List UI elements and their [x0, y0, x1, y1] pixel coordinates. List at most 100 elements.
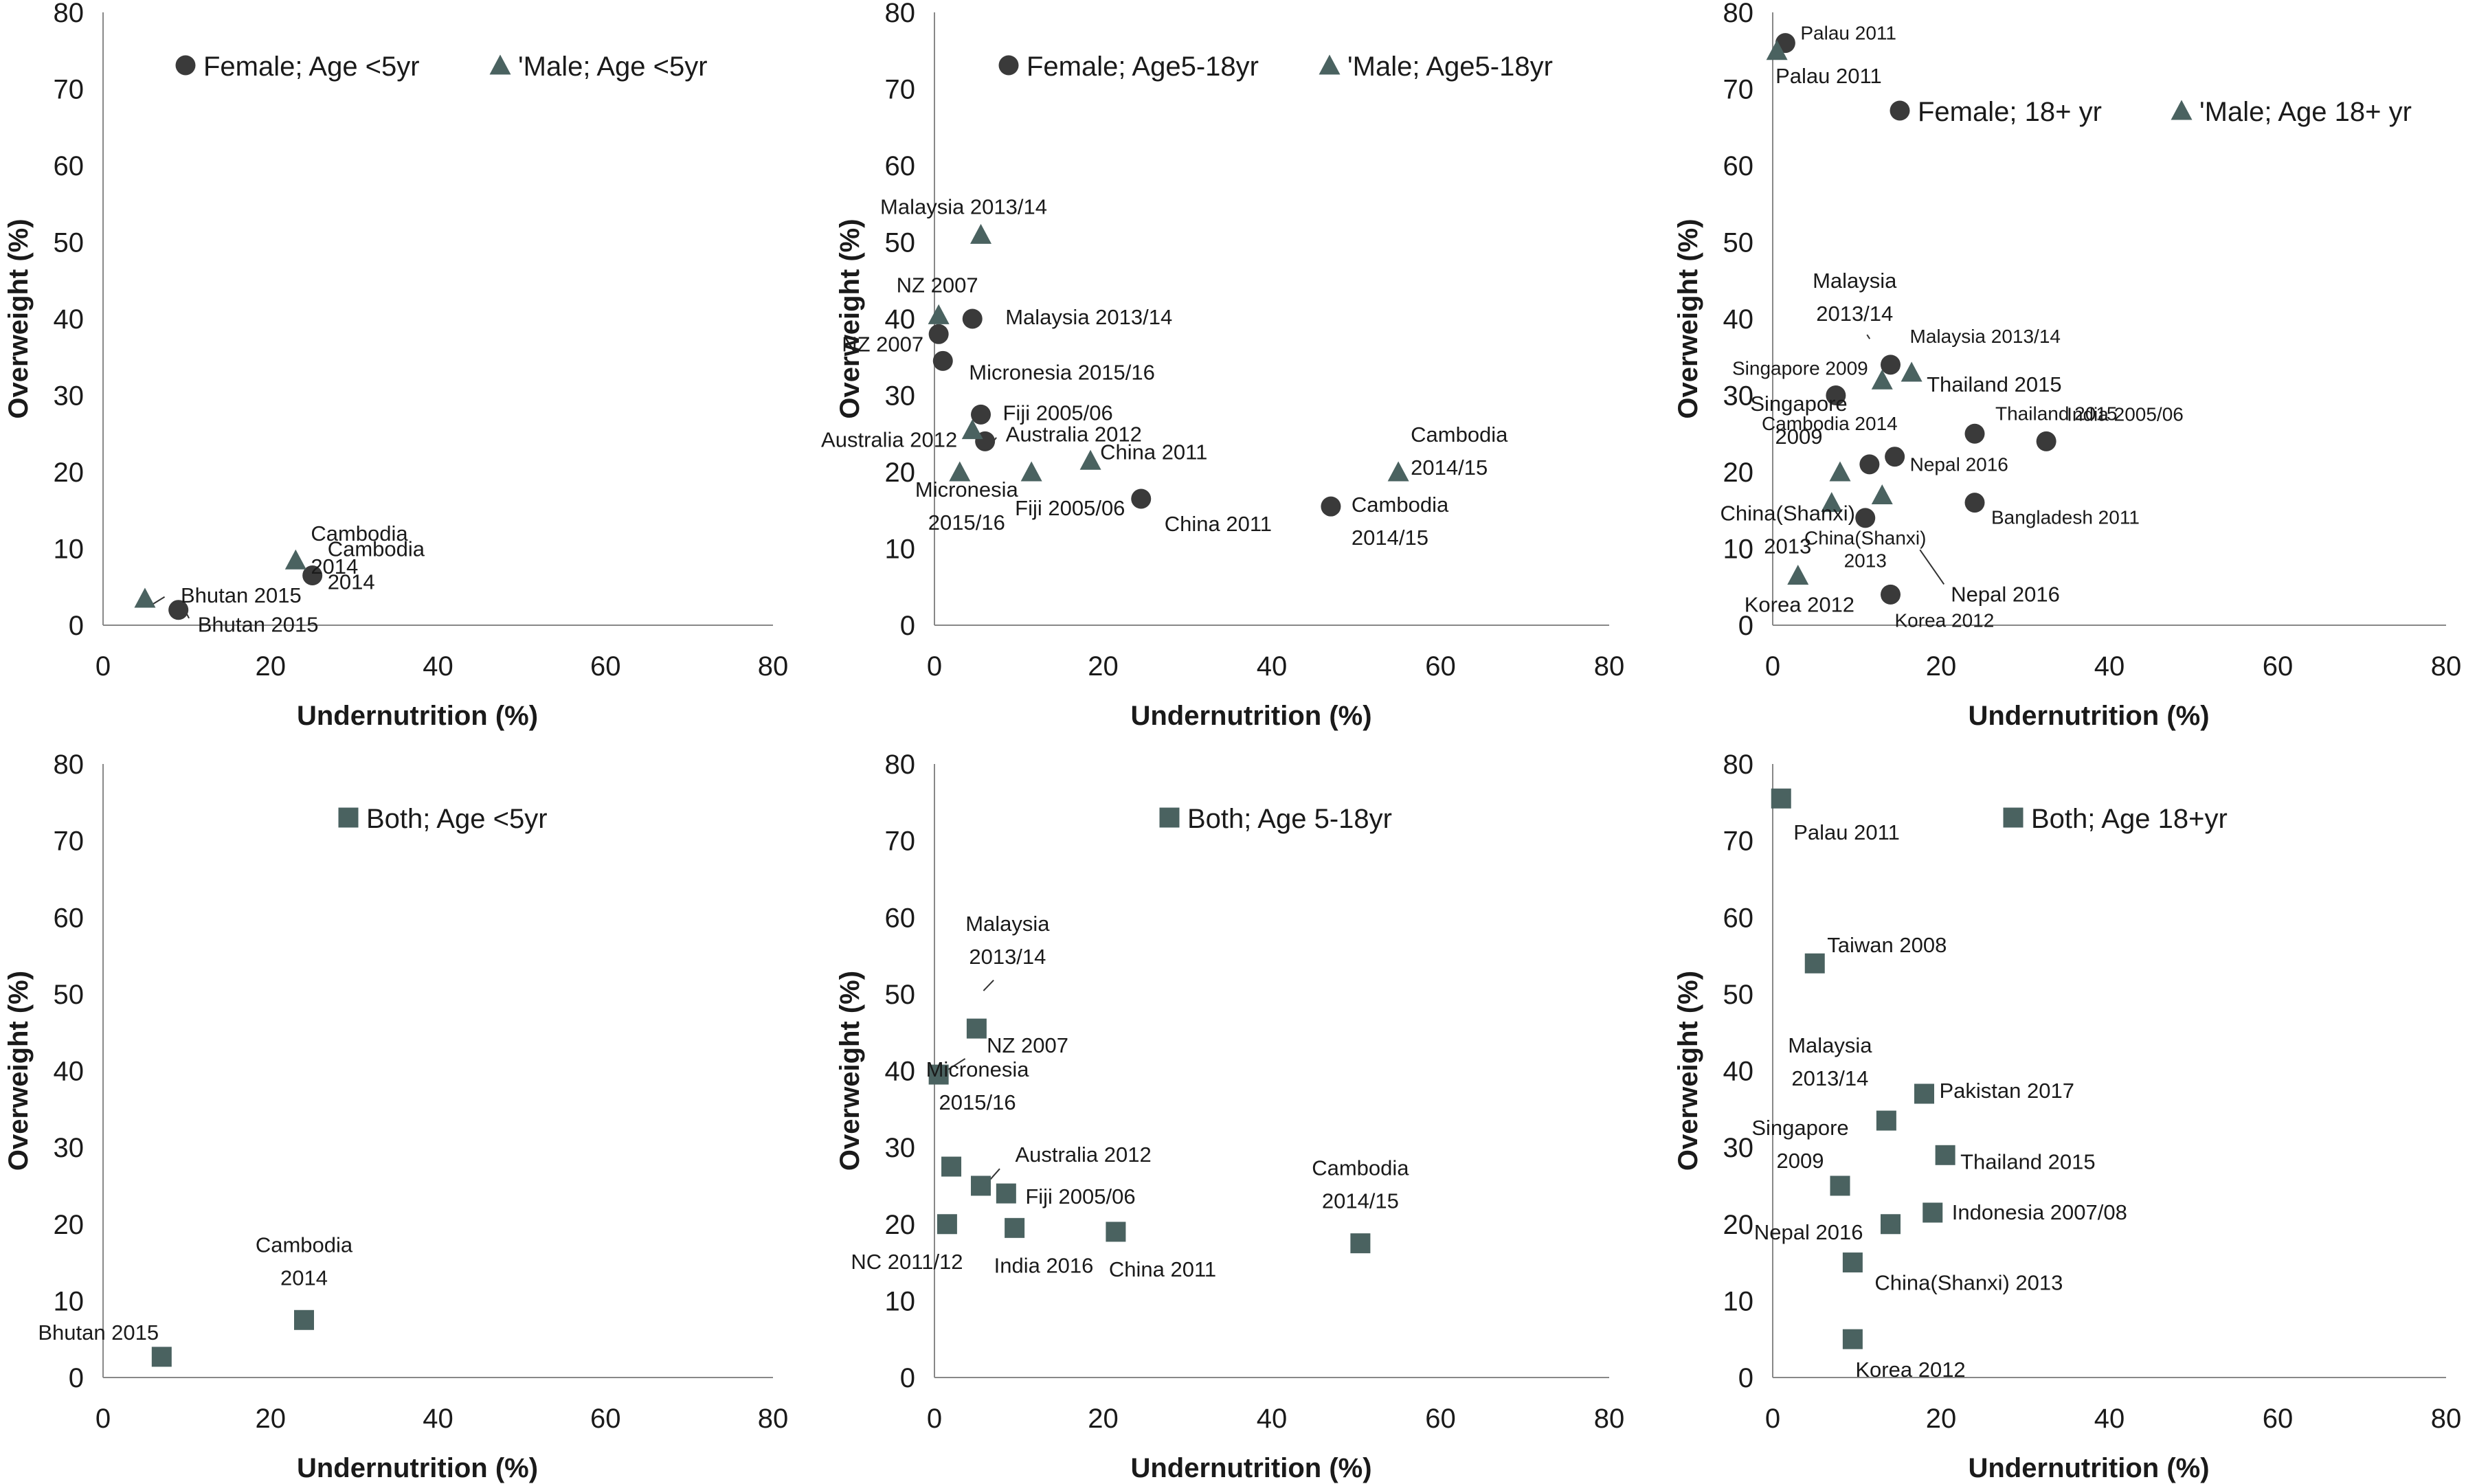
data-point: [941, 1156, 962, 1177]
legend-entry: 'Male; Age <5yr: [518, 52, 708, 82]
x-axis-title: Undernutrition (%): [1130, 1453, 1371, 1483]
x-axis-title: Undernutrition (%): [1968, 701, 2209, 731]
data-point-label: Bhutan 2015: [198, 613, 319, 637]
scatter-panel-3: 0 10 20 30 40 50 60 70 80 0 20 40 60 80 Undernutrition…: [1673, 0, 2461, 731]
y-tick-label: 40: [54, 1057, 85, 1087]
data-point-label: China 2011: [1109, 1257, 1216, 1281]
legend-entry: Both; Age <5yr: [366, 804, 548, 834]
y-tick-label: 40: [54, 304, 85, 335]
data-point-label: Micronesia 2015/16: [915, 477, 1019, 535]
y-tick-label: 20: [54, 1210, 85, 1240]
data-point: [151, 1347, 172, 1367]
data-point-label: Pakistan 2017: [1940, 1079, 2074, 1103]
x-tick-label: 80: [758, 1404, 789, 1434]
data-point: [1876, 1110, 1896, 1131]
legend-entry: 'Male; Age5-18yr: [1347, 52, 1553, 82]
y-tick-label: 70: [885, 75, 916, 105]
data-point-label: Malaysia 2013/14: [1005, 305, 1172, 329]
x-tick-label: 0: [96, 1404, 111, 1434]
leader-line: [1919, 549, 1945, 585]
y-tick-label: 50: [885, 980, 916, 1010]
data-point-label: Malaysia 2013/14: [1910, 326, 2061, 347]
legend-marker: [489, 54, 511, 75]
y-axis-title: Overweight (%): [835, 971, 865, 1171]
legend-marker: [1159, 807, 1180, 828]
data-point-label: Cambodia 2014: [256, 1233, 353, 1290]
data-point: [1766, 40, 1788, 60]
y-tick-label: 60: [54, 903, 85, 933]
x-tick-label: 40: [423, 1404, 453, 1434]
data-point: [168, 600, 189, 620]
data-point: [961, 419, 983, 440]
data-point-label: Singapore 2009: [1750, 392, 1847, 449]
data-point-label: Micronesia 2015/16: [926, 1057, 1030, 1114]
data-point: [1350, 1233, 1371, 1254]
y-tick-label: 0: [900, 611, 915, 641]
data-point-label: Malaysia 2013/14: [880, 194, 1047, 218]
data-point: [2036, 431, 2056, 451]
x-tick-label: 20: [1926, 651, 1957, 682]
data-point: [937, 1214, 957, 1235]
data-point: [1830, 1176, 1850, 1196]
y-tick-label: 40: [1723, 1057, 1754, 1087]
data-point-label: China(Shanxi) 2013: [1874, 1271, 2063, 1295]
data-point-label: India 2005/06: [2067, 403, 2184, 425]
data-point: [1871, 369, 1893, 390]
data-point: [294, 1309, 314, 1330]
y-tick-label: 0: [69, 1363, 84, 1393]
data-point: [971, 1176, 991, 1196]
y-tick-label: 80: [54, 750, 85, 780]
x-tick-label: 60: [1425, 1404, 1456, 1434]
data-point-label: Micronesia 2015/16: [969, 360, 1155, 384]
x-tick-label: 40: [2094, 1404, 2125, 1434]
x-axis-title: Undernutrition (%): [297, 1453, 538, 1483]
data-point: [1005, 1217, 1025, 1238]
data-point: [1829, 461, 1851, 482]
data-point-label: Bhutan 2015: [38, 1320, 159, 1345]
data-point-label: China 2011: [1165, 512, 1272, 536]
y-tick-label: 70: [885, 827, 916, 857]
x-tick-label: 40: [1257, 1404, 1288, 1434]
y-tick-label: 0: [69, 611, 84, 641]
data-point: [932, 350, 953, 371]
data-point: [928, 304, 950, 324]
y-tick-label: 20: [1723, 458, 1754, 488]
data-point: [1842, 1252, 1863, 1273]
y-tick-label: 60: [885, 903, 916, 933]
y-tick-label: 80: [885, 0, 916, 28]
data-point: [1901, 361, 1923, 382]
scatter-panel-6: 0 10 20 30 40 50 60 70 80 0 20 40 60 80 Undernutrition…: [1673, 750, 2461, 1483]
data-point: [1935, 1145, 1955, 1165]
data-point-label: Australia 2012: [821, 428, 957, 452]
y-tick-label: 40: [885, 1057, 916, 1087]
y-tick-label: 20: [54, 458, 85, 488]
legend-entry: Both; Age 18+yr: [2031, 804, 2228, 834]
data-point-label: China(Shanxi) 2013: [1804, 527, 1926, 571]
data-point-label: Cambodia 2014/15: [1352, 493, 1449, 550]
x-tick-label: 60: [2263, 1404, 2294, 1434]
data-point: [1964, 493, 1985, 513]
y-tick-label: 50: [1723, 980, 1754, 1010]
y-tick-label: 70: [54, 827, 85, 857]
y-tick-label: 50: [885, 228, 916, 258]
x-axis-title: Undernutrition (%): [1968, 1453, 2209, 1483]
y-axis-title: Overweight (%): [1673, 971, 1703, 1171]
y-tick-label: 30: [885, 1133, 916, 1163]
data-point: [1387, 461, 1409, 482]
y-tick-label: 0: [1738, 611, 1753, 641]
y-tick-label: 60: [1723, 151, 1754, 181]
leader-line: [153, 596, 166, 605]
data-point-label: Bhutan 2015: [181, 583, 302, 607]
data-point: [971, 404, 991, 425]
data-point-label: Malaysia 2013/14: [965, 912, 1050, 969]
y-tick-label: 80: [54, 0, 85, 28]
y-tick-label: 30: [1723, 1133, 1754, 1163]
y-tick-label: 10: [54, 1286, 85, 1316]
y-tick-label: 10: [1723, 1286, 1754, 1316]
data-point-label: Singapore 2009: [1732, 358, 1868, 379]
y-tick-label: 10: [885, 535, 916, 565]
data-point: [1826, 385, 1846, 405]
y-tick-label: 80: [885, 750, 916, 780]
data-point: [1771, 788, 1791, 809]
legend-entry: Both; Age 5-18yr: [1187, 804, 1392, 834]
